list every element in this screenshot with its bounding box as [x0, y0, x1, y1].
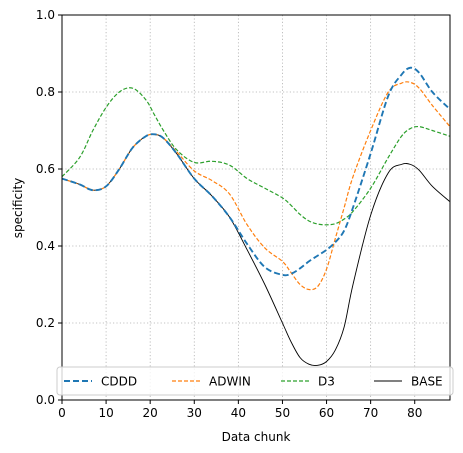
series-line-adwin: [61, 81, 451, 291]
series-lines: [61, 66, 451, 366]
y-tick-label: 0.0: [36, 393, 55, 407]
legend-label-adwin: ADWIN: [209, 375, 251, 389]
y-axis-label: specificity: [11, 178, 25, 238]
x-tick-label: 40: [231, 406, 246, 420]
legend-frame: [56, 366, 454, 396]
x-axis-label: Data chunk: [222, 430, 291, 444]
x-tick-label: 60: [319, 406, 334, 420]
legend: CDDD ADWIN D3 BASE: [56, 366, 454, 396]
legend-items: CDDD ADWIN D3 BASE: [64, 375, 443, 389]
plot-frame: [61, 14, 451, 401]
axis-ticks: 0 10 20 30 40 50 60 70 80 0.0 0.2 0.4 0.6 0.8 1.0: [36, 8, 422, 420]
legend-label-base: BASE: [411, 375, 443, 389]
x-tick-label: 70: [363, 406, 378, 420]
y-tick-label: 0.4: [36, 239, 55, 253]
series-line-d3: [61, 87, 451, 226]
y-tick-label: 0.8: [36, 85, 55, 99]
y-tick-label: 0.2: [36, 316, 55, 330]
grid: [61, 14, 450, 401]
legend-label-d3: D3: [318, 375, 335, 389]
y-tick-label: 0.6: [36, 162, 55, 176]
x-tick-label: 0: [58, 406, 66, 420]
x-tick-label: 80: [407, 406, 422, 420]
y-tick-label: 1.0: [36, 8, 55, 22]
series-line-cddd: [61, 66, 451, 277]
x-tick-label: 50: [275, 406, 290, 420]
x-tick-label: 10: [98, 406, 113, 420]
x-tick-label: 30: [187, 406, 202, 420]
x-tick-label: 20: [143, 406, 158, 420]
legend-label-cddd: CDDD: [101, 375, 137, 389]
